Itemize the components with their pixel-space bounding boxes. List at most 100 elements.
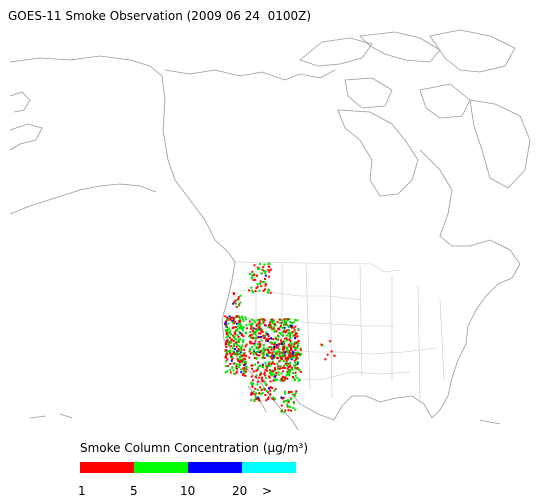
smoke-pixel: [228, 343, 230, 346]
smoke-pixel: [238, 338, 241, 341]
smoke-pixel: [287, 343, 290, 346]
smoke-pixel: [239, 351, 242, 354]
smoke-pixel: [235, 341, 237, 344]
smoke-pixel: [225, 343, 228, 346]
smoke-pixel: [237, 325, 239, 328]
smoke-pixel: [234, 372, 237, 375]
smoke-pixel: [237, 348, 240, 351]
smoke-pixel: [276, 378, 278, 381]
smoke-pixel: [228, 336, 231, 339]
smoke-pixel: [243, 364, 246, 367]
smoke-pixel: [251, 270, 254, 273]
smoke-pixel: [237, 322, 240, 325]
smoke-pixel: [260, 272, 263, 275]
smoke-pixel: [290, 326, 293, 329]
smoke-pixel: [224, 371, 227, 374]
smoke-pixel: [284, 358, 287, 360]
smoke-pixel: [252, 342, 255, 345]
smoke-pixel: [250, 327, 252, 330]
smoke-pixel: [270, 348, 273, 351]
smoke-pixel: [277, 373, 280, 376]
smoke-pixel: [273, 323, 276, 326]
smoke-pixel: [273, 363, 276, 365]
smoke-pixel: [265, 399, 268, 402]
smoke-pixel: [276, 356, 278, 359]
smoke-pixel: [224, 321, 227, 324]
smoke-pixel: [294, 367, 297, 370]
smoke-pixel: [256, 274, 258, 277]
smoke-pixel: [253, 274, 256, 277]
smoke-pixel: [258, 364, 261, 367]
smoke-pixel: [251, 330, 254, 333]
smoke-pixel: [261, 363, 264, 366]
smoke-pixel: [238, 358, 241, 361]
smoke-pixel: [234, 299, 237, 302]
smoke-pixel: [294, 352, 297, 355]
smoke-pixel: [264, 274, 267, 277]
smoke-pixel: [228, 352, 231, 355]
smoke-pixel: [296, 360, 299, 363]
smoke-pixel: [265, 366, 268, 369]
smoke-pixel: [258, 321, 261, 323]
smoke-pixel: [299, 370, 302, 373]
smoke-pixel: [275, 372, 278, 375]
smoke-pixel: [268, 270, 271, 273]
colorbar-segment: [134, 462, 188, 473]
smoke-pixel: [237, 349, 240, 352]
smoke-pixel: [262, 348, 265, 351]
smoke-pixel: [286, 399, 289, 401]
smoke-pixel: [265, 377, 268, 380]
smoke-pixel: [266, 354, 269, 357]
smoke-pixel: [288, 354, 291, 357]
smoke-pixel: [248, 289, 251, 292]
smoke-pixel: [269, 380, 272, 383]
smoke-pixel: [275, 352, 278, 355]
smoke-pixel: [240, 368, 243, 371]
smoke-pixel: [228, 331, 230, 334]
smoke-pixel: [287, 400, 290, 402]
smoke-pixel: [294, 371, 297, 374]
smoke-pixel: [234, 338, 237, 341]
smoke-pixel: [255, 357, 258, 360]
smoke-pixel: [276, 367, 279, 370]
smoke-pixel: [279, 365, 281, 368]
smoke-pixel: [281, 379, 284, 382]
smoke-pixel: [233, 318, 236, 321]
smoke-pixel: [231, 366, 234, 369]
smoke-pixel: [326, 353, 329, 356]
smoke-pixel: [296, 367, 299, 369]
smoke-pixel: [288, 333, 291, 336]
smoke-pixel: [248, 320, 251, 323]
smoke-pixel: [298, 368, 301, 371]
smoke-pixel: [252, 278, 255, 281]
smoke-pixel: [283, 345, 286, 348]
smoke-pixel: [258, 326, 261, 329]
smoke-pixel: [264, 288, 266, 291]
smoke-pixel: [255, 374, 258, 377]
smoke-pixel: [241, 327, 244, 330]
smoke-pixel: [286, 346, 289, 349]
smoke-pixel: [287, 352, 290, 355]
smoke-pixel: [239, 317, 241, 320]
smoke-pixel: [297, 328, 300, 330]
smoke-pixel: [267, 397, 269, 400]
smoke-pixel: [267, 275, 270, 278]
smoke-pixel: [242, 320, 245, 323]
smoke-pixel: [255, 328, 257, 331]
smoke-pixel: [238, 319, 241, 322]
smoke-pixel: [264, 348, 267, 351]
smoke-pixel: [278, 328, 281, 331]
smoke-pixel: [230, 341, 233, 344]
legend-title: Smoke Column Concentration (μg/m³): [80, 441, 308, 455]
smoke-pixel: [273, 378, 276, 381]
smoke-pixel: [262, 379, 265, 382]
smoke-pixel: [283, 320, 286, 322]
smoke-pixel: [264, 278, 266, 280]
smoke-pixel: [233, 342, 236, 345]
smoke-pixel: [226, 370, 229, 373]
smoke-pixel: [293, 402, 295, 405]
smoke-pixel: [254, 278, 256, 281]
smoke-pixel: [261, 319, 264, 322]
smoke-pixel: [278, 348, 281, 351]
smoke-pixel: [244, 361, 246, 364]
